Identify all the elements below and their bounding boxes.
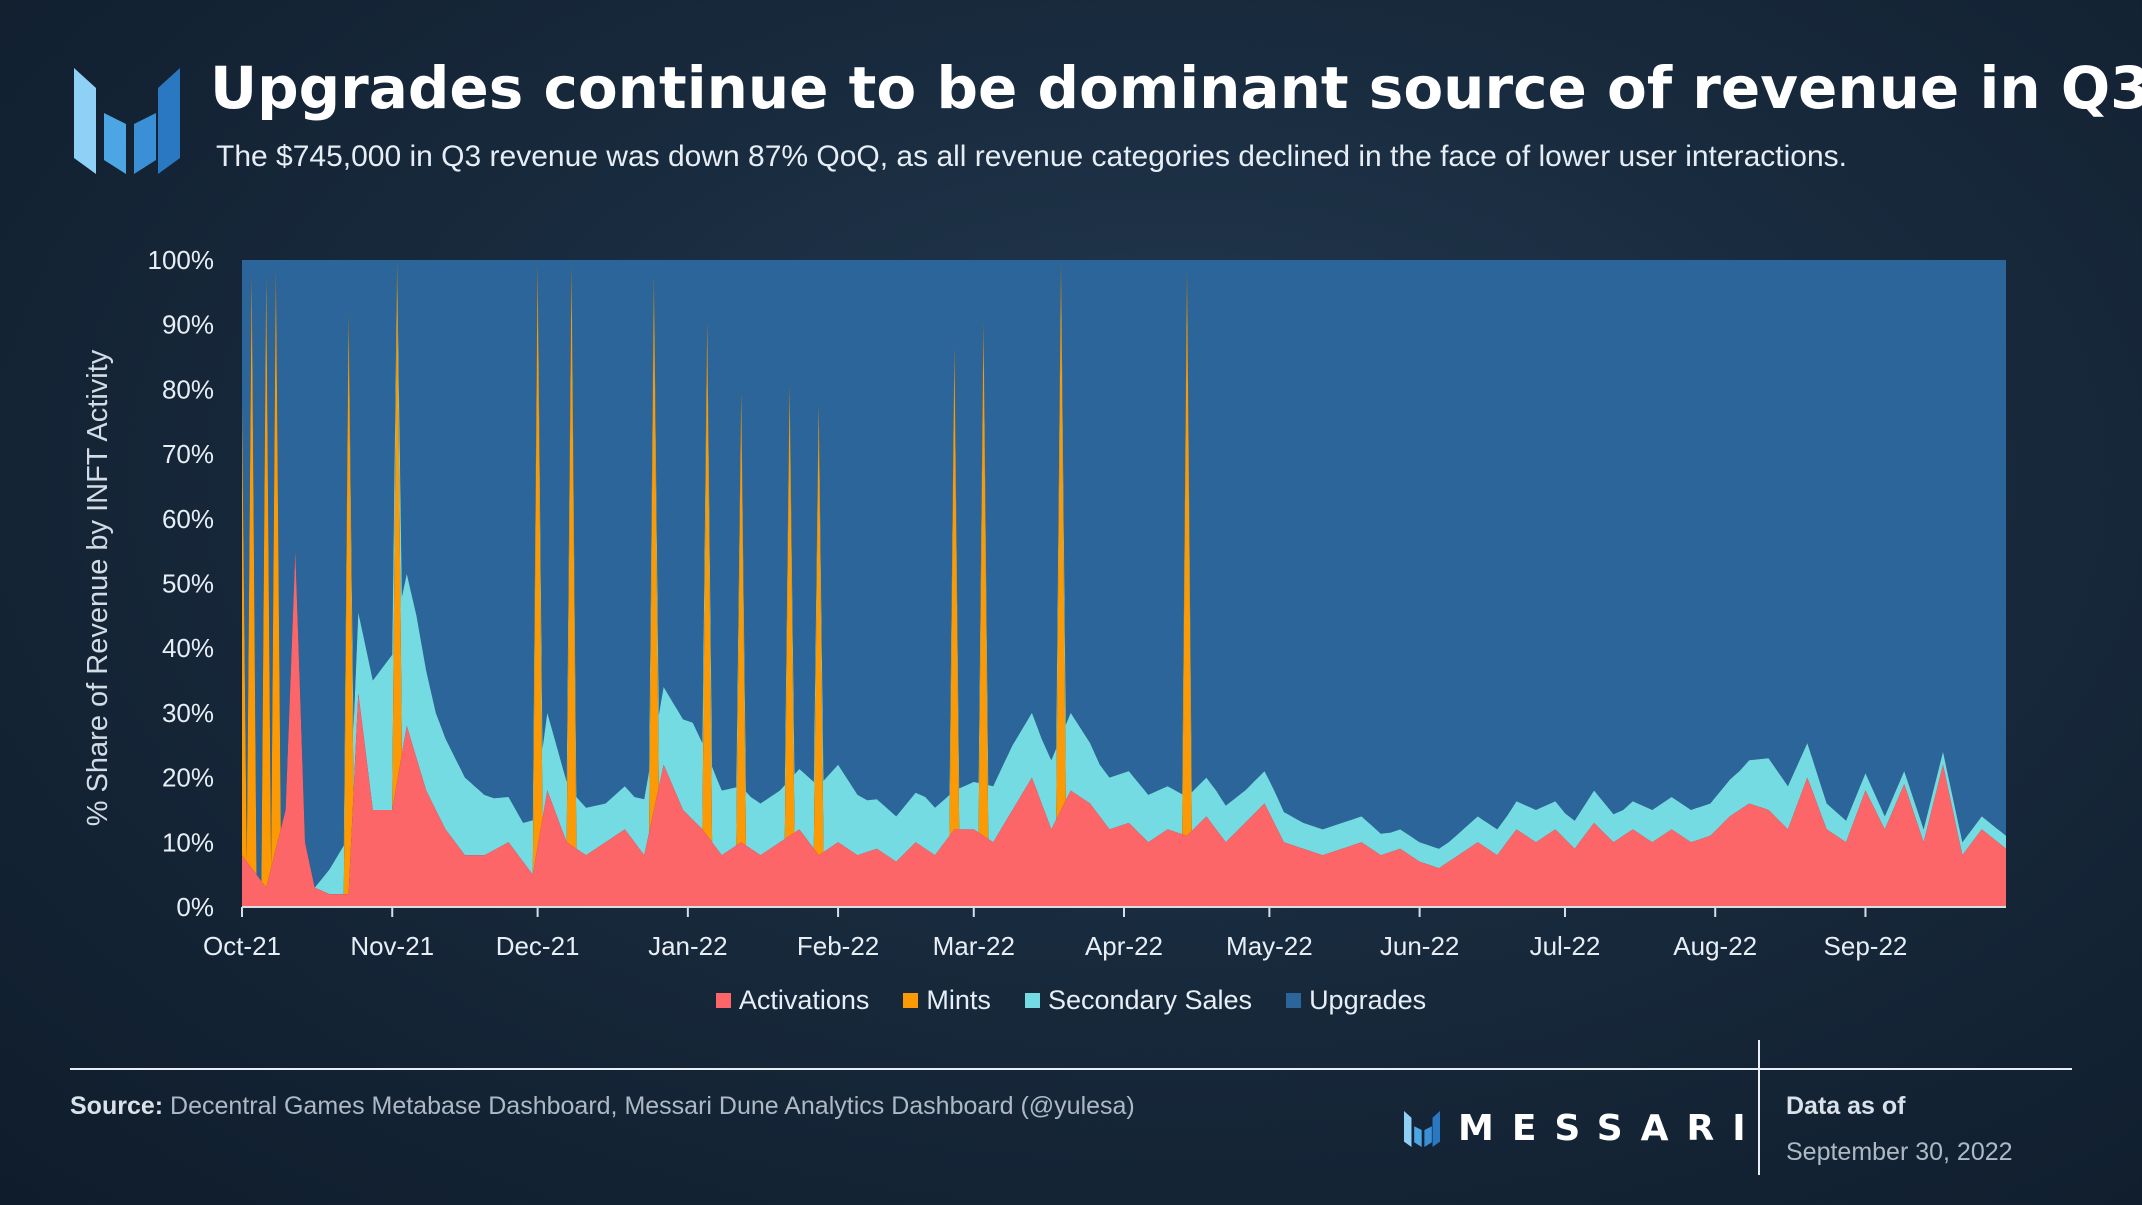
legend-item: Secondary Sales bbox=[1024, 985, 1253, 1016]
plot-area bbox=[242, 260, 2006, 907]
source-label: Source: bbox=[70, 1092, 164, 1120]
source-note: Source: Decentral Games Metabase Dashboa… bbox=[70, 1092, 1135, 1121]
x-tick-label: Jul-22 bbox=[1530, 931, 1601, 961]
stacked-area-chart: 0% 10% 20% 30% 40% 50% 60% 70% 80% 90% 100% Oct-21… bbox=[82, 245, 2006, 961]
x-tick-label: Mar-22 bbox=[933, 931, 1015, 961]
y-tick-label: 50% bbox=[162, 569, 214, 599]
x-axis: Oct-21 Nov-21 Dec-21 Jan-22 Feb-22 Mar-22 Apr-… bbox=[203, 906, 2006, 961]
legend-swatch bbox=[715, 993, 731, 1008]
series-secondary-sales-area bbox=[242, 260, 2006, 895]
chart-subtitle: The $745,000 in Q3 revenue was down 87% … bbox=[216, 140, 1847, 173]
y-tick-label: 70% bbox=[162, 439, 214, 469]
x-tick-label: May-22 bbox=[1226, 931, 1313, 961]
y-axis-label: % Share of Revenue by INFT Activity bbox=[82, 349, 114, 826]
series-activations-area bbox=[242, 551, 2006, 907]
data-as-of-date: September 30, 2022 bbox=[1786, 1138, 2013, 1166]
y-tick-label: 90% bbox=[162, 310, 214, 340]
x-tick-label: Feb-22 bbox=[797, 931, 879, 961]
legend-label: Secondary Sales bbox=[1047, 985, 1253, 1015]
x-tick-label: Aug-22 bbox=[1673, 931, 1757, 961]
footer-divider bbox=[70, 1068, 2072, 1070]
x-tick-label: Apr-22 bbox=[1085, 931, 1163, 961]
messari-logo-icon bbox=[74, 68, 180, 174]
data-as-of-label: Data as of bbox=[1786, 1092, 1906, 1120]
y-tick-label: 20% bbox=[162, 763, 214, 793]
chart-legend: Activations Mints Secondary Sales Upgrades bbox=[0, 985, 2142, 1016]
legend-swatch bbox=[903, 993, 919, 1008]
y-tick-label: 60% bbox=[162, 504, 214, 534]
legend-swatch bbox=[1024, 993, 1040, 1008]
x-tick-label: Jan-22 bbox=[648, 931, 728, 961]
legend-swatch bbox=[1286, 993, 1302, 1008]
messari-brand: MESSARI bbox=[1402, 1108, 1764, 1149]
x-tick-label: Oct-21 bbox=[203, 931, 281, 961]
y-axis: 0% 10% 20% 30% 40% 50% 60% 70% 80% 90% 100% bbox=[148, 245, 215, 922]
x-tick-label: Nov-21 bbox=[350, 931, 434, 961]
legend-item: Upgrades bbox=[1286, 985, 1426, 1016]
y-tick-label: 0% bbox=[176, 892, 214, 922]
y-tick-label: 40% bbox=[162, 633, 214, 663]
series-upgrades-area bbox=[242, 260, 2006, 888]
legend-label: Upgrades bbox=[1309, 985, 1427, 1015]
legend-item: Activations bbox=[715, 985, 870, 1016]
legend-label: Mints bbox=[926, 985, 991, 1015]
legend-item: Mints bbox=[903, 985, 991, 1016]
legend-label: Activations bbox=[738, 985, 870, 1015]
brand-wordmark: MESSARI bbox=[1458, 1108, 1764, 1149]
y-tick-label: 80% bbox=[162, 374, 214, 404]
y-tick-label: 30% bbox=[162, 698, 214, 728]
y-tick-label: 10% bbox=[162, 827, 214, 857]
y-tick-label: 100% bbox=[148, 245, 215, 275]
x-tick-label: Dec-21 bbox=[496, 931, 580, 961]
messari-small-logo-icon bbox=[1404, 1110, 1440, 1147]
footer-vertical-divider bbox=[1758, 1040, 1760, 1175]
x-tick-label: Sep-22 bbox=[1824, 931, 1908, 961]
x-tick-label: Jun-22 bbox=[1380, 931, 1460, 961]
source-text: Decentral Games Metabase Dashboard, Mess… bbox=[170, 1092, 1135, 1120]
chart-title: Upgrades continue to be dominant source … bbox=[210, 54, 2142, 122]
